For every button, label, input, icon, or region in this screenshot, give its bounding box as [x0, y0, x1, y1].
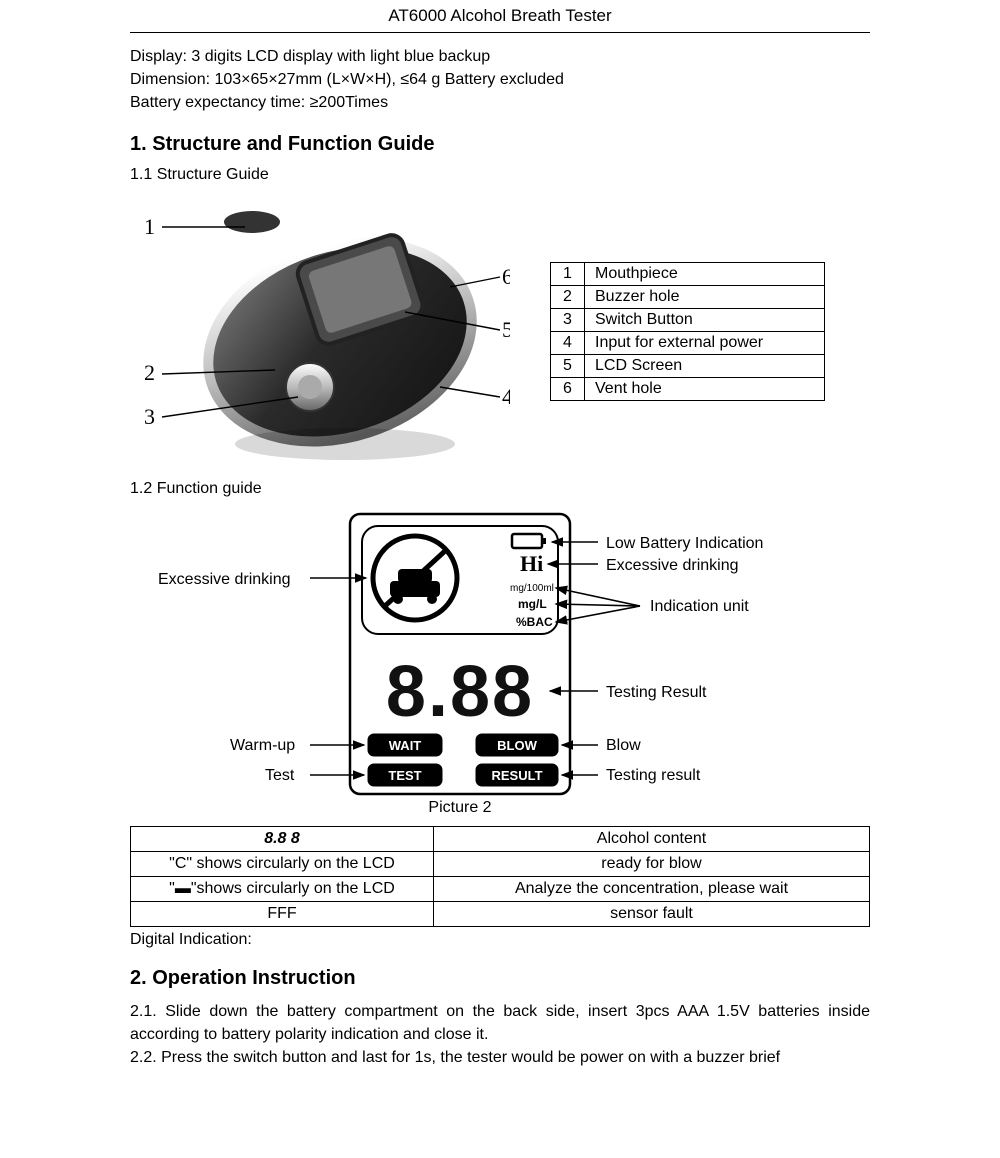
- section-2-heading: 2. Operation Instruction: [130, 967, 870, 990]
- table-row: "C" shows circularly on the LCD ready fo…: [131, 851, 870, 876]
- lcd-test-badge: TEST: [388, 768, 421, 783]
- table-row: 2Buzzer hole: [551, 285, 825, 308]
- section-1-1-subhead: 1.1 Structure Guide: [130, 166, 870, 184]
- function-lcd-figure: Hi mg/100ml mg/L %BAC 8.88 WAIT BLOW TES…: [140, 506, 860, 816]
- spec-display: Display: 3 digits LCD display with light…: [130, 45, 870, 68]
- table-row: FFF sensor fault: [131, 901, 870, 926]
- lcd-unit-1: mg/100ml: [510, 583, 554, 594]
- label-excessive-right: Excessive drinking: [606, 557, 739, 574]
- section-1-2-subhead: 1.2 Function guide: [130, 480, 870, 498]
- parts-table: 1Mouthpiece 2Buzzer hole 3Switch Button …: [550, 262, 825, 401]
- operation-2-1: 2.1. Slide down the battery compartment …: [130, 1000, 870, 1046]
- callout-1: 1: [144, 214, 155, 239]
- table-row: 4Input for external power: [551, 331, 825, 354]
- operation-2-2: 2.2. Press the switch button and last fo…: [130, 1046, 870, 1069]
- label-warmup: Warm-up: [230, 737, 295, 754]
- digital-indication-table: 8.8 8 Alcohol content "C" shows circular…: [130, 826, 870, 927]
- spec-dimension: Dimension: 103×65×27mm (L×W×H), ≤64 g Ba…: [130, 68, 870, 91]
- label-testing-result-digits: Testing Result: [606, 684, 707, 701]
- table-row: "▬"shows circularly on the LCD Analyze t…: [131, 876, 870, 901]
- lcd-hi: Hi: [520, 551, 543, 576]
- label-excessive-left: Excessive drinking: [158, 571, 291, 588]
- callout-3: 3: [144, 404, 155, 429]
- spec-battery: Battery expectancy time: ≥200Times: [130, 91, 870, 114]
- lcd-wait-badge: WAIT: [389, 738, 422, 753]
- section-1-heading: 1. Structure and Function Guide: [130, 133, 870, 156]
- label-low-battery: Low Battery Indication: [606, 535, 763, 552]
- lcd-result-badge: RESULT: [491, 768, 542, 783]
- label-testing-result-badge: Testing result: [606, 767, 701, 784]
- table-row: 5LCD Screen: [551, 354, 825, 377]
- table-row: 1Mouthpiece: [551, 262, 825, 285]
- label-test: Test: [265, 767, 295, 784]
- lcd-unit-2: mg/L: [518, 597, 547, 611]
- lcd-digits: 8.88: [386, 652, 534, 732]
- label-indication-unit: Indication unit: [650, 598, 749, 615]
- table-row: 8.8 8 Alcohol content: [131, 826, 870, 851]
- callout-2: 2: [144, 360, 155, 385]
- callout-4: 4: [502, 384, 510, 409]
- callout-5: 5: [502, 317, 510, 342]
- callout-6: 6: [502, 264, 510, 289]
- digital-indication-caption: Digital Indication:: [130, 931, 870, 949]
- figure-caption: Picture 2: [428, 799, 491, 816]
- table-row: 6Vent hole: [551, 377, 825, 400]
- table-row: 3Switch Button: [551, 308, 825, 331]
- structure-device-figure: 1 2 3 6 5 4: [130, 192, 510, 472]
- label-blow: Blow: [606, 737, 641, 754]
- lcd-unit-3: %BAC: [516, 615, 553, 629]
- lcd-blow-badge: BLOW: [497, 738, 537, 753]
- page-title: AT6000 Alcohol Breath Tester: [130, 0, 870, 33]
